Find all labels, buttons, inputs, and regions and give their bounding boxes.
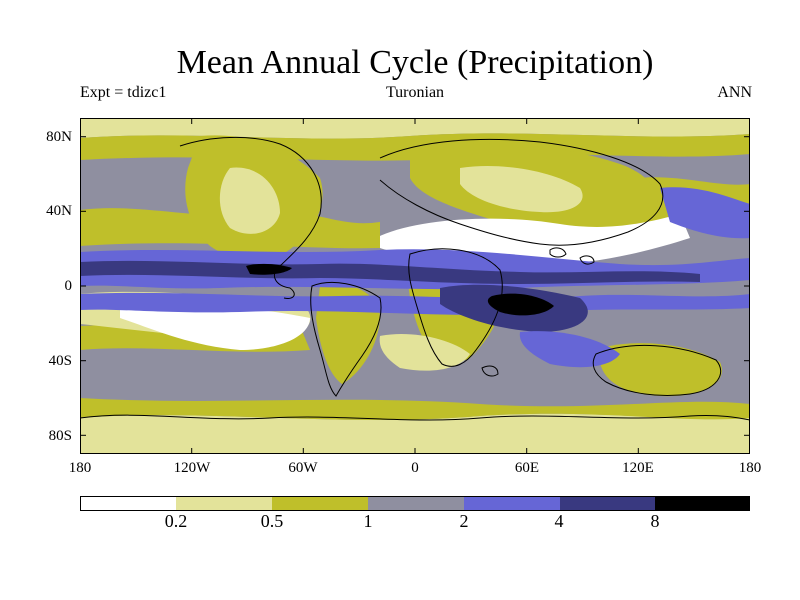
south-atlantic-dry	[379, 334, 470, 371]
lon-label-60w: 60W	[288, 460, 318, 476]
colorbar-tick-0-2: 0.2	[164, 511, 188, 531]
colorbar-tick-8: 8	[650, 511, 660, 531]
colorbar-swatch-1	[80, 496, 176, 511]
itcz-max-pacific	[246, 263, 292, 275]
indian-ocean-max	[487, 293, 554, 316]
lat-label-80n: 80N	[46, 129, 72, 145]
precipitation-colorbar	[80, 496, 750, 511]
season-label: ANN	[717, 84, 752, 101]
antarctic-band	[80, 413, 750, 454]
lat-label-40s: 40S	[48, 353, 72, 369]
colorbar-tick-1: 1	[363, 511, 373, 531]
period-label: Turonian	[385, 84, 445, 101]
lon-label-120w: 120W	[173, 460, 211, 476]
precipitation-map	[80, 118, 750, 454]
coastline-north-america	[179, 136, 322, 299]
na-interior-light	[219, 167, 280, 234]
south-pacific-dry-core	[120, 303, 310, 350]
lat-label-40n: 40N	[46, 203, 72, 219]
north-pacific-wet	[660, 187, 750, 239]
coastline-australia	[592, 344, 722, 396]
lat-label-80s: 80S	[48, 428, 72, 444]
lon-label-120e: 120E	[622, 460, 654, 476]
coastline-eurasia	[379, 138, 664, 246]
australia-land	[599, 343, 722, 397]
colorbar-tick-0-5: 0.5	[260, 511, 284, 531]
lon-label-180e: 180	[738, 460, 762, 476]
experiment-label: Expt = tdizc1	[80, 84, 167, 101]
coastline-antarctica	[80, 414, 750, 421]
precipitation-fields	[80, 118, 750, 454]
arctic-band	[80, 118, 750, 139]
colorbar-swatch-7	[655, 496, 750, 511]
lon-label-60e: 60E	[514, 460, 540, 476]
coastline-africa	[408, 248, 503, 367]
colorbar-swatch-2	[176, 496, 272, 511]
coastline-south-america	[310, 281, 382, 397]
lon-label-0: 0	[411, 460, 419, 476]
coastlines	[80, 136, 750, 421]
colorbar-tick-2: 2	[459, 511, 469, 531]
colorbar-swatch-4	[368, 496, 464, 511]
plot-title: Mean Annual Cycle (Precipitation)	[176, 44, 654, 81]
colorbar-tick-4: 4	[554, 511, 564, 531]
colorbar-swatch-5	[464, 496, 560, 511]
lon-label-180w: 180	[68, 460, 92, 476]
antarctic-yellow	[80, 398, 750, 420]
south-indian-wet	[519, 331, 620, 368]
map-ticks	[80, 118, 750, 454]
lat-label-eq: 0	[64, 278, 73, 294]
itcz-core	[80, 260, 700, 284]
colorbar-swatch-6	[560, 496, 655, 511]
coastline-islands	[481, 247, 595, 377]
colorbar-swatch-3	[272, 496, 368, 511]
eurasia-interior-light	[460, 166, 583, 213]
